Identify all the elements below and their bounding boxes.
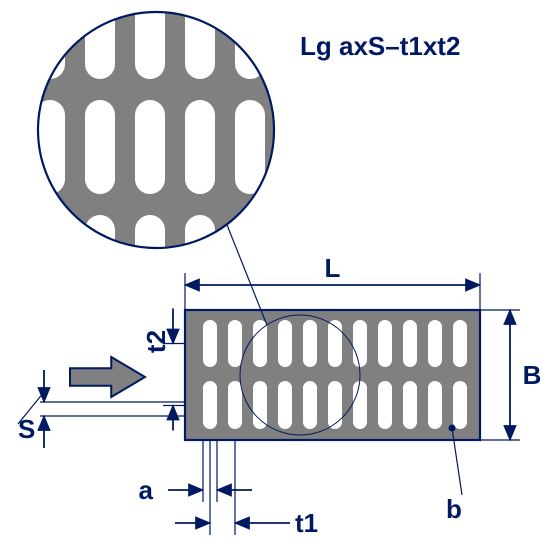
dim-label-b: b	[446, 494, 462, 524]
dim-label-a: a	[139, 475, 154, 505]
dim-label-B: B	[523, 360, 542, 390]
dim-label-L: L	[325, 253, 341, 283]
magnifier-detail	[35, 0, 315, 309]
plate	[185, 310, 480, 440]
diagram-title: Lg axS–t1xt2	[300, 31, 460, 61]
dim-label-t1: t1	[295, 508, 318, 538]
dim-label-S: S	[18, 414, 35, 444]
direction-arrow	[70, 357, 145, 397]
dim-label-t2: t2	[141, 330, 171, 353]
